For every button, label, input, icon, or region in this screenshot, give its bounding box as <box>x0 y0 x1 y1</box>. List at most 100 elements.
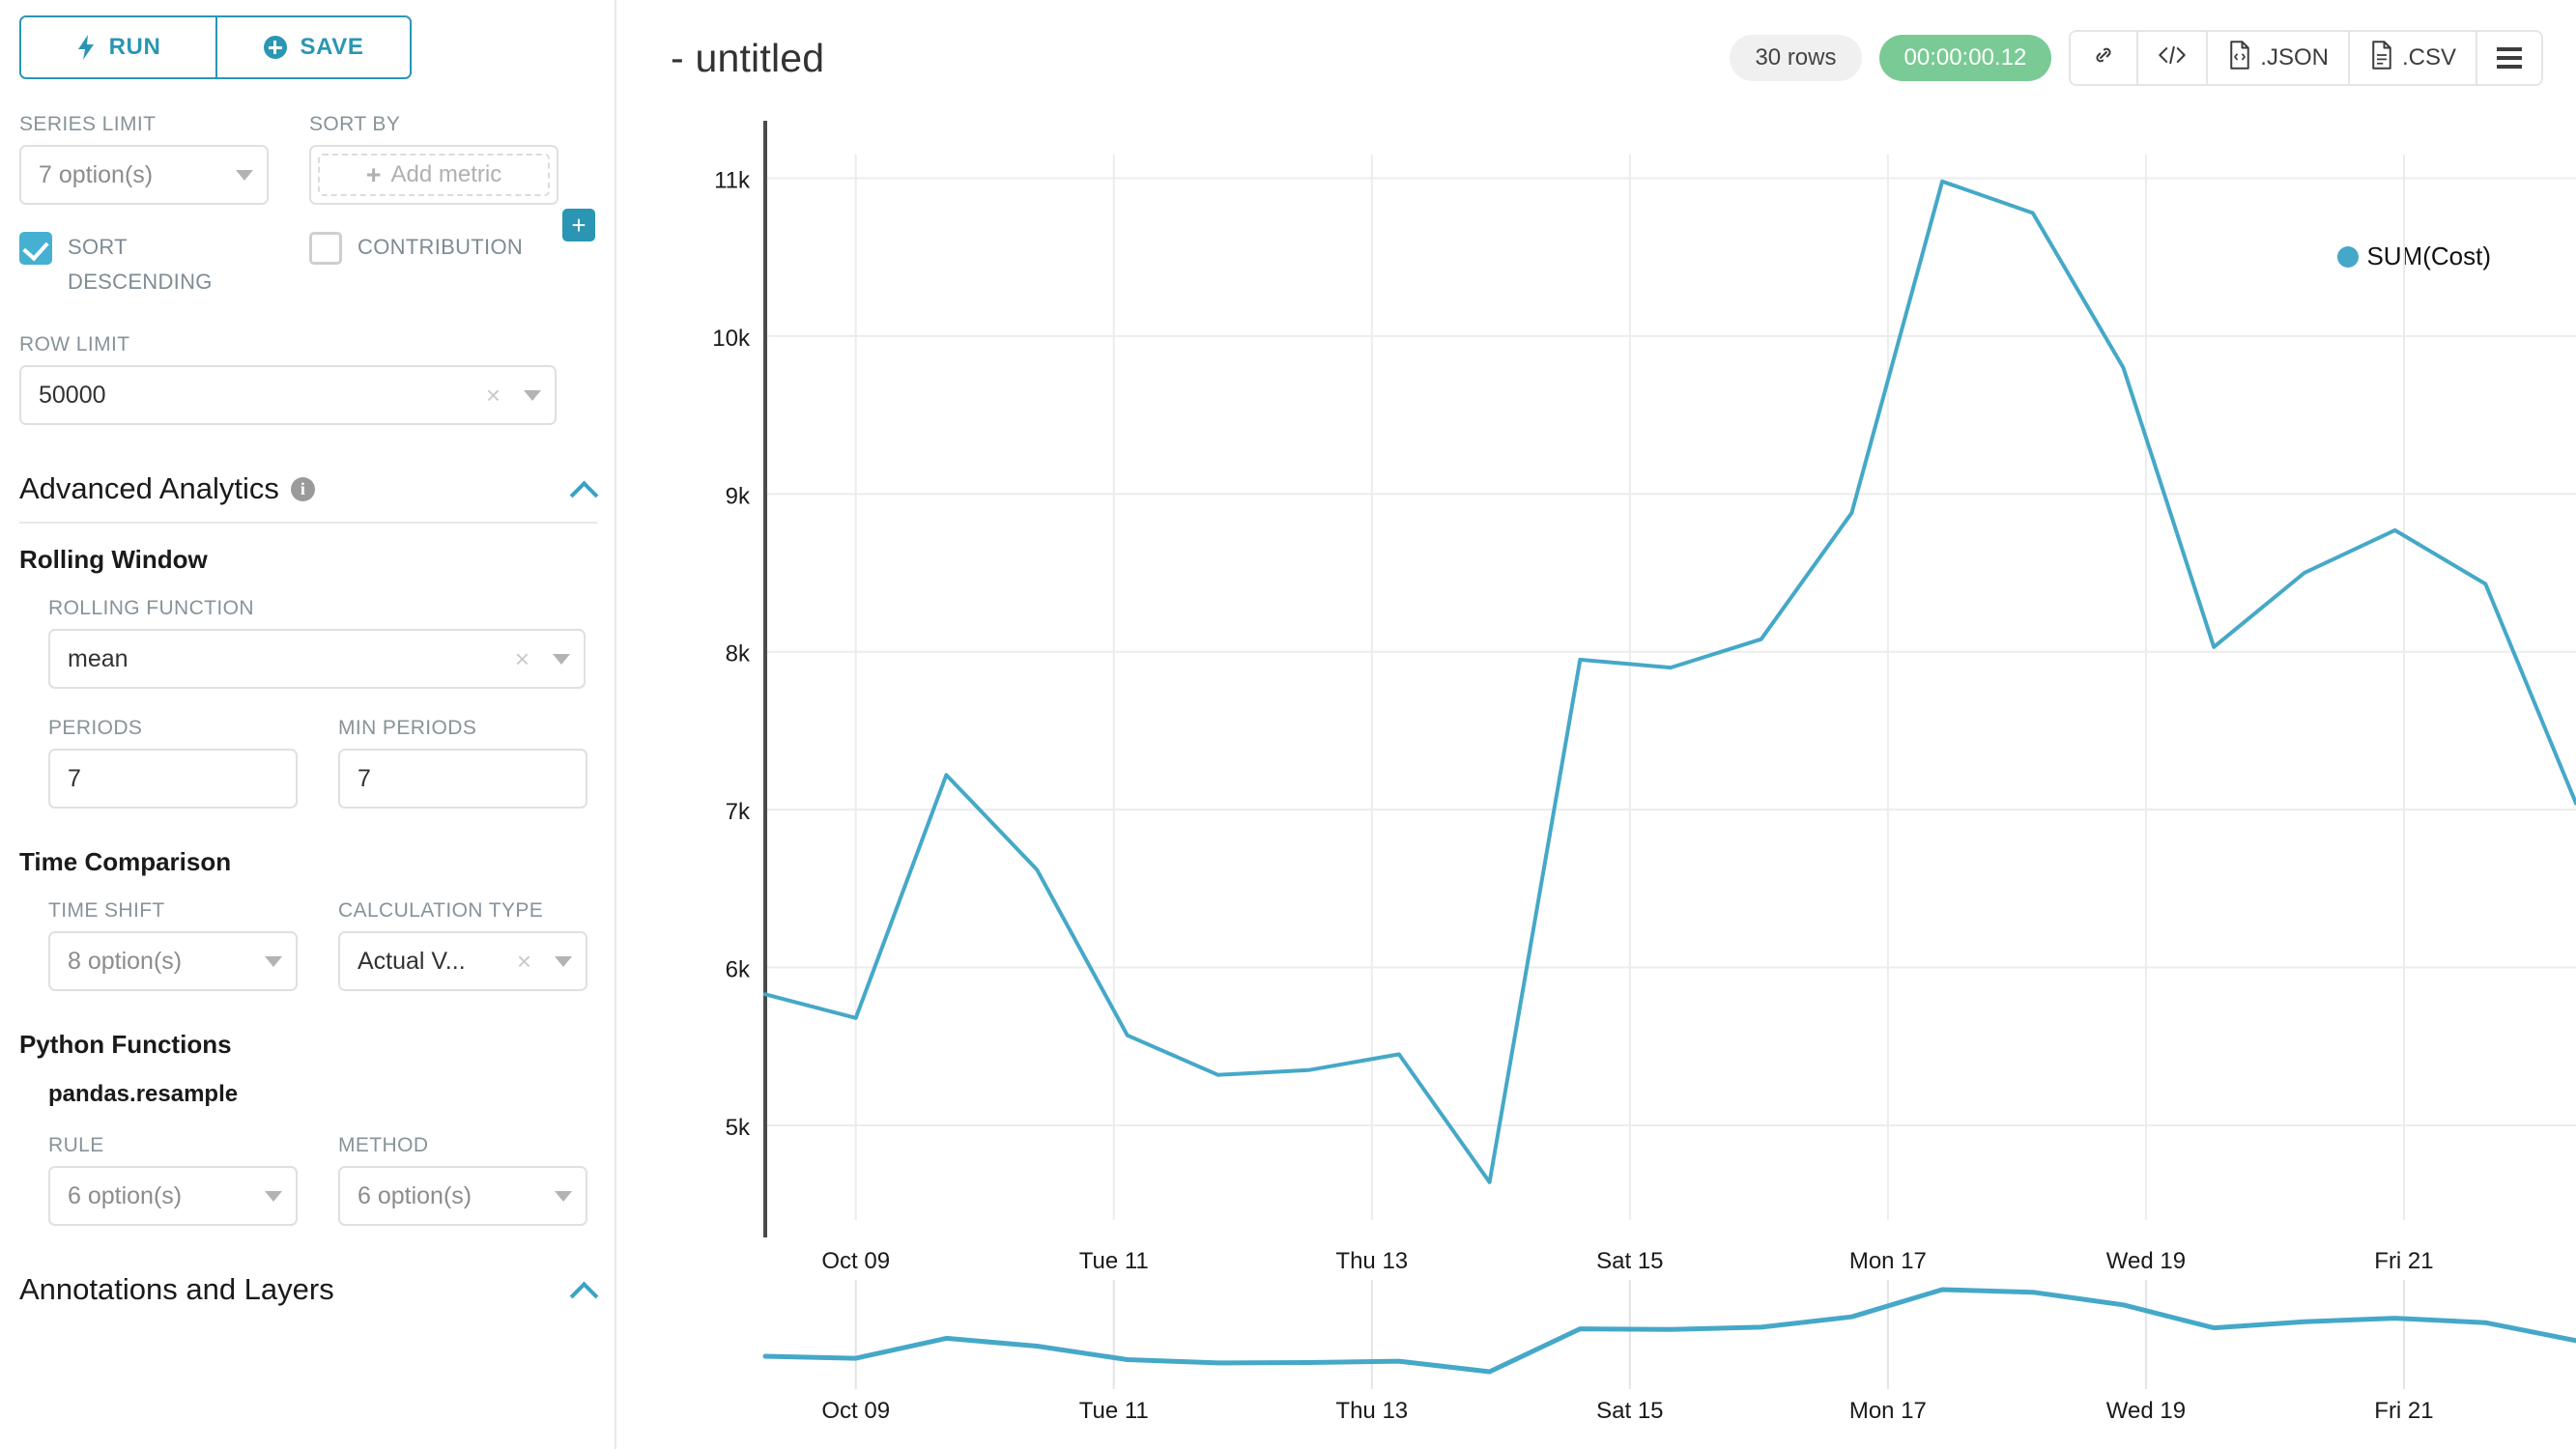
line-chart[interactable]: 5k 6k 7k 8k 9k 10k 11k Oct 09 Tue 11 Thu 13 Sat 15… <box>616 116 2576 1449</box>
sort-by-metric-dropzone[interactable]: + Add metric <box>309 145 558 205</box>
calculation-type-value: Actual V... <box>358 947 466 975</box>
brush-x-axis-tick-label: Thu 13 <box>1335 1398 1408 1424</box>
code-icon <box>2158 43 2187 74</box>
min-periods-value: 7 <box>358 764 371 792</box>
chart-header: - untitled 30 rows 00:00:00.12 <box>616 0 2576 116</box>
y-axis-tick-label: 6k <box>726 957 751 983</box>
periods-input[interactable]: 7 <box>48 749 298 809</box>
periods-label: PERIODS <box>48 717 143 739</box>
controls-section: + SERIES LIMIT 7 option(s) SORT BY + Add… <box>0 112 615 425</box>
row-limit-select[interactable]: 50000 × <box>19 365 557 425</box>
calculation-type-select[interactable]: Actual V... × <box>338 931 587 991</box>
embed-code-button[interactable] <box>2136 32 2207 84</box>
more-menu-button[interactable] <box>2476 32 2541 84</box>
checkbox-checked-icon <box>19 232 52 265</box>
rolling-function-select[interactable]: mean × <box>48 629 586 689</box>
chevron-up-icon[interactable] <box>572 1278 595 1301</box>
bolt-icon <box>76 35 96 60</box>
chevron-down-icon <box>524 389 541 401</box>
export-button-group: .JSON .CSV <box>2069 30 2543 86</box>
plus-icon: + <box>365 159 382 189</box>
download-json-label: .JSON <box>2260 44 2329 71</box>
time-shift-label: TIME SHIFT <box>48 899 165 922</box>
x-axis-tick-label: Mon 17 <box>1849 1248 1927 1274</box>
rule-value: 6 option(s) <box>68 1181 183 1209</box>
line-series-sum-cost[interactable] <box>763 179 2576 1184</box>
min-periods-input[interactable]: 7 <box>338 749 587 809</box>
row-limit-field: ROW LIMIT 50000 × <box>19 332 595 425</box>
advanced-analytics-section: Advanced Analytics i Rolling Window ROLL… <box>0 471 615 1307</box>
time-shift-field: TIME SHIFT 8 option(s) <box>48 898 298 991</box>
annotations-and-layers-header[interactable]: Annotations and Layers <box>0 1272 615 1307</box>
python-functions-title: Python Functions <box>19 1030 232 1059</box>
advanced-analytics-header[interactable]: Advanced Analytics i <box>0 471 615 506</box>
clear-icon[interactable]: × <box>514 644 530 673</box>
sort-descending-label: SORT DESCENDING <box>68 235 213 294</box>
chevron-down-icon <box>555 1190 572 1202</box>
page-title[interactable]: - untitled <box>671 35 825 80</box>
time-comparison-title: Time Comparison <box>19 847 232 876</box>
add-sort-metric-button[interactable]: + <box>562 209 595 242</box>
y-axis-tick-label: 8k <box>726 641 751 668</box>
x-axis-tick-label: Fri 21 <box>2374 1248 2433 1274</box>
control-panel: RUN SAVE + SERIES LIMIT 7 option(s) SORT… <box>0 0 616 1449</box>
brush-x-axis-tick-label: Wed 19 <box>2106 1398 2186 1424</box>
chart-canvas-wrapper: SUM(Cost) 5k 6k 7k 8k 9k 10k 11k Oct 09 Tue 11 Th… <box>616 116 2576 1449</box>
rows-badge: 30 rows <box>1730 35 1862 81</box>
clear-icon[interactable]: × <box>516 947 531 976</box>
brush-x-axis-tick-label: Fri 21 <box>2374 1398 2433 1424</box>
y-axis-tick-label: 7k <box>726 799 751 825</box>
brush-x-axis-tick-label: Sat 15 <box>1596 1398 1663 1424</box>
chevron-down-icon <box>265 955 282 967</box>
chevron-down-icon <box>553 653 570 665</box>
add-metric-placeholder[interactable]: + Add metric <box>318 154 550 196</box>
brush-overview-line[interactable] <box>762 1287 2576 1375</box>
rolling-function-field: ROLLING FUNCTION mean × <box>48 596 595 689</box>
save-button[interactable]: SAVE <box>215 17 410 77</box>
chevron-down-icon <box>236 169 253 181</box>
chevron-down-icon <box>555 955 572 967</box>
checkbox-row: SORT DESCENDING CONTRIBUTION <box>19 230 595 299</box>
rolling-window-group: Rolling Window ROLLING FUNCTION mean × P… <box>0 524 615 1226</box>
sort-descending-checkbox[interactable]: SORT DESCENDING <box>19 230 269 299</box>
method-field: METHOD 6 option(s) <box>338 1133 587 1226</box>
series-limit-field: SERIES LIMIT 7 option(s) <box>19 112 269 205</box>
chevron-up-icon[interactable] <box>572 477 595 500</box>
contribution-label: CONTRIBUTION <box>358 235 524 259</box>
rule-select[interactable]: 6 option(s) <box>48 1166 298 1226</box>
download-csv-button[interactable]: .CSV <box>2347 32 2476 84</box>
row-limit-value: 50000 <box>39 381 106 409</box>
link-icon <box>2090 42 2117 75</box>
chevron-down-icon <box>265 1190 282 1202</box>
brush-x-axis-tick-label: Mon 17 <box>1849 1398 1927 1424</box>
chart-legend[interactable]: SUM(Cost) <box>2337 242 2491 271</box>
method-select[interactable]: 6 option(s) <box>338 1166 587 1226</box>
run-button-label: RUN <box>108 34 161 60</box>
time-shift-select[interactable]: 8 option(s) <box>48 931 298 991</box>
info-icon[interactable]: i <box>290 476 315 501</box>
x-axis-tick-label: Sat 15 <box>1596 1248 1663 1274</box>
x-axis-tick-label: Wed 19 <box>2106 1248 2186 1274</box>
add-metric-label: Add metric <box>390 161 502 187</box>
run-button[interactable]: RUN <box>21 17 215 77</box>
row-limit-label: ROW LIMIT <box>19 333 130 355</box>
time-shift-value: 8 option(s) <box>68 947 183 975</box>
checkbox-unchecked-icon <box>309 232 342 265</box>
divider <box>19 522 597 524</box>
series-limit-sort-by-row: SERIES LIMIT 7 option(s) SORT BY + Add m… <box>19 112 595 205</box>
clear-icon[interactable]: × <box>485 381 501 410</box>
sort-by-label: SORT BY <box>309 113 401 135</box>
min-periods-label: MIN PERIODS <box>338 717 477 739</box>
x-axis-tick-label: Tue 11 <box>1079 1248 1149 1274</box>
annotations-and-layers-title: Annotations and Layers <box>19 1272 334 1306</box>
resample-row: RULE 6 option(s) METHOD 6 option(s) <box>48 1133 595 1226</box>
series-limit-select[interactable]: 7 option(s) <box>19 145 269 205</box>
rolling-function-value: mean <box>68 644 129 672</box>
x-axis-tick-label: Thu 13 <box>1335 1248 1408 1274</box>
pandas-resample-label: pandas.resample <box>48 1081 239 1107</box>
periods-value: 7 <box>68 764 81 792</box>
download-json-button[interactable]: .JSON <box>2206 32 2348 84</box>
share-link-button[interactable] <box>2071 32 2137 84</box>
contribution-checkbox[interactable]: CONTRIBUTION <box>309 230 558 299</box>
